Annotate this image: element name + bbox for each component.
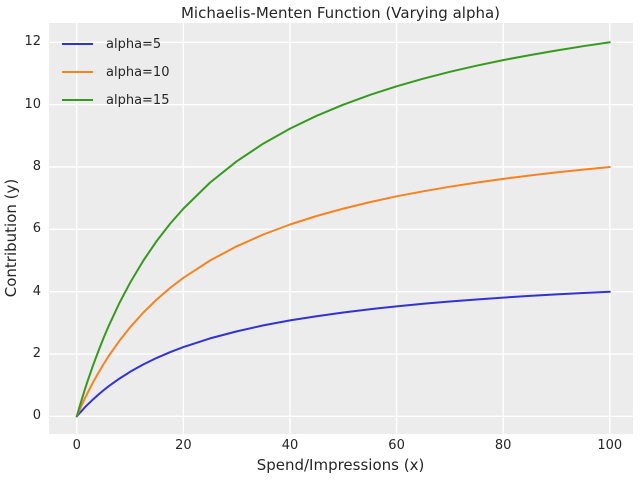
- y-tick-label-12: 12: [24, 34, 41, 50]
- legend: alpha=5 alpha=10 alpha=15: [62, 30, 169, 114]
- y-tick-label-0: 0: [32, 408, 41, 424]
- x-tick-label-80: 80: [494, 438, 512, 453]
- legend-label: alpha=5: [106, 36, 162, 52]
- legend-line-swatch: [62, 98, 93, 102]
- y-tick-label-6: 6: [32, 221, 41, 237]
- series-line-alpha=5: [75, 290, 611, 418]
- x-tick-label-100: 100: [597, 438, 623, 453]
- legend-line-swatch: [62, 42, 93, 46]
- chart-title: Michaelis-Menten Function (Varying alpha…: [180, 4, 501, 22]
- x-tick-label-0: 0: [72, 438, 81, 453]
- legend-item-alpha=5: alpha=5: [62, 30, 169, 58]
- y-tick-label-2: 2: [32, 346, 41, 362]
- plot-area: [48, 23, 633, 434]
- y-tick-label-8: 8: [32, 159, 41, 174]
- series-line-alpha=10: [75, 166, 611, 418]
- legend-label: alpha=15: [106, 92, 170, 108]
- x-tick-label-40: 40: [281, 438, 299, 453]
- legend-item-alpha=15: alpha=15: [62, 86, 169, 114]
- y-tick-label-10: 10: [24, 96, 41, 112]
- x-axis-label: Spend/Impressions (x): [256, 456, 425, 474]
- legend-item-alpha=10: alpha=10: [62, 58, 169, 86]
- series-line-alpha=15: [75, 41, 611, 418]
- x-tick-label-20: 20: [175, 438, 192, 453]
- x-tick-label-60: 60: [388, 438, 405, 453]
- y-tick-label-4: 4: [32, 283, 41, 299]
- legend-label: alpha=10: [106, 64, 170, 80]
- legend-line-swatch: [62, 70, 93, 74]
